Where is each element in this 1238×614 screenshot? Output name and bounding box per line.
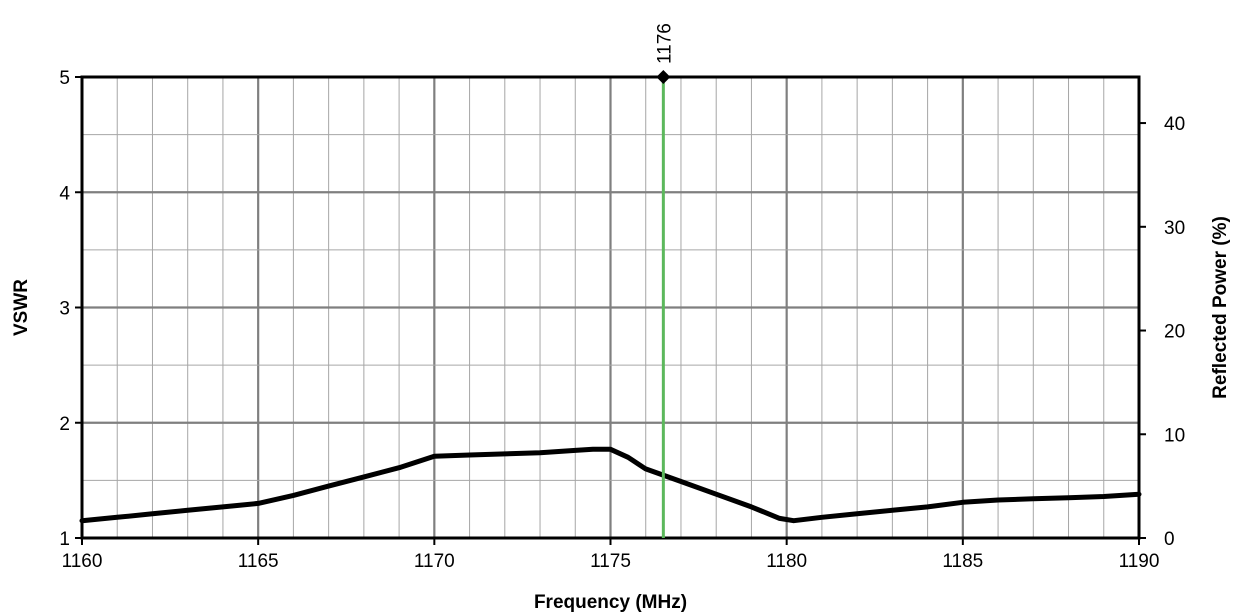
y2-tick-label: 40 [1164, 114, 1185, 135]
x-tick-label: 1175 [590, 551, 631, 572]
marker-layer: 1176 [654, 23, 675, 538]
x-tick-label: 1160 [62, 551, 103, 572]
vswr-series-line [79, 446, 1142, 524]
x-tick-label: 1185 [942, 551, 983, 572]
y-tick-label: 4 [59, 183, 70, 204]
y2-tick-label: 0 [1164, 529, 1175, 550]
y-axis-title: VSWR [11, 279, 32, 336]
x-tick-label: 1180 [766, 551, 807, 572]
y-tick-label: 1 [59, 529, 70, 550]
y-tick-label: 2 [59, 414, 70, 435]
x-tick-label: 1165 [238, 551, 279, 572]
y2-tick-label: 10 [1164, 425, 1185, 446]
y-tick-label: 5 [59, 68, 70, 89]
grid [80, 75, 1141, 540]
x-axis-title: Frequency (MHz) [534, 592, 687, 613]
labels-layer: 1160 1165 1170 1175 1180 1185 1190 1 2 3 4 5 0 10 20 30… [59, 68, 1185, 572]
y2-tick-label: 20 [1164, 322, 1185, 343]
y2-axis-title: Reflected Power (%) [1210, 216, 1231, 399]
frequency-marker-diamond [656, 70, 671, 84]
plot-frame [75, 75, 1146, 545]
x-tick-label: 1190 [1119, 551, 1160, 572]
frequency-marker-label: 1176 [654, 23, 675, 64]
y-tick-label: 3 [59, 299, 70, 320]
series-layer [79, 446, 1142, 524]
x-tick-label: 1170 [414, 551, 455, 572]
y2-tick-label: 30 [1164, 218, 1185, 239]
